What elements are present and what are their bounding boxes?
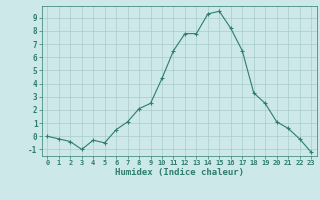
X-axis label: Humidex (Indice chaleur): Humidex (Indice chaleur)	[115, 168, 244, 177]
